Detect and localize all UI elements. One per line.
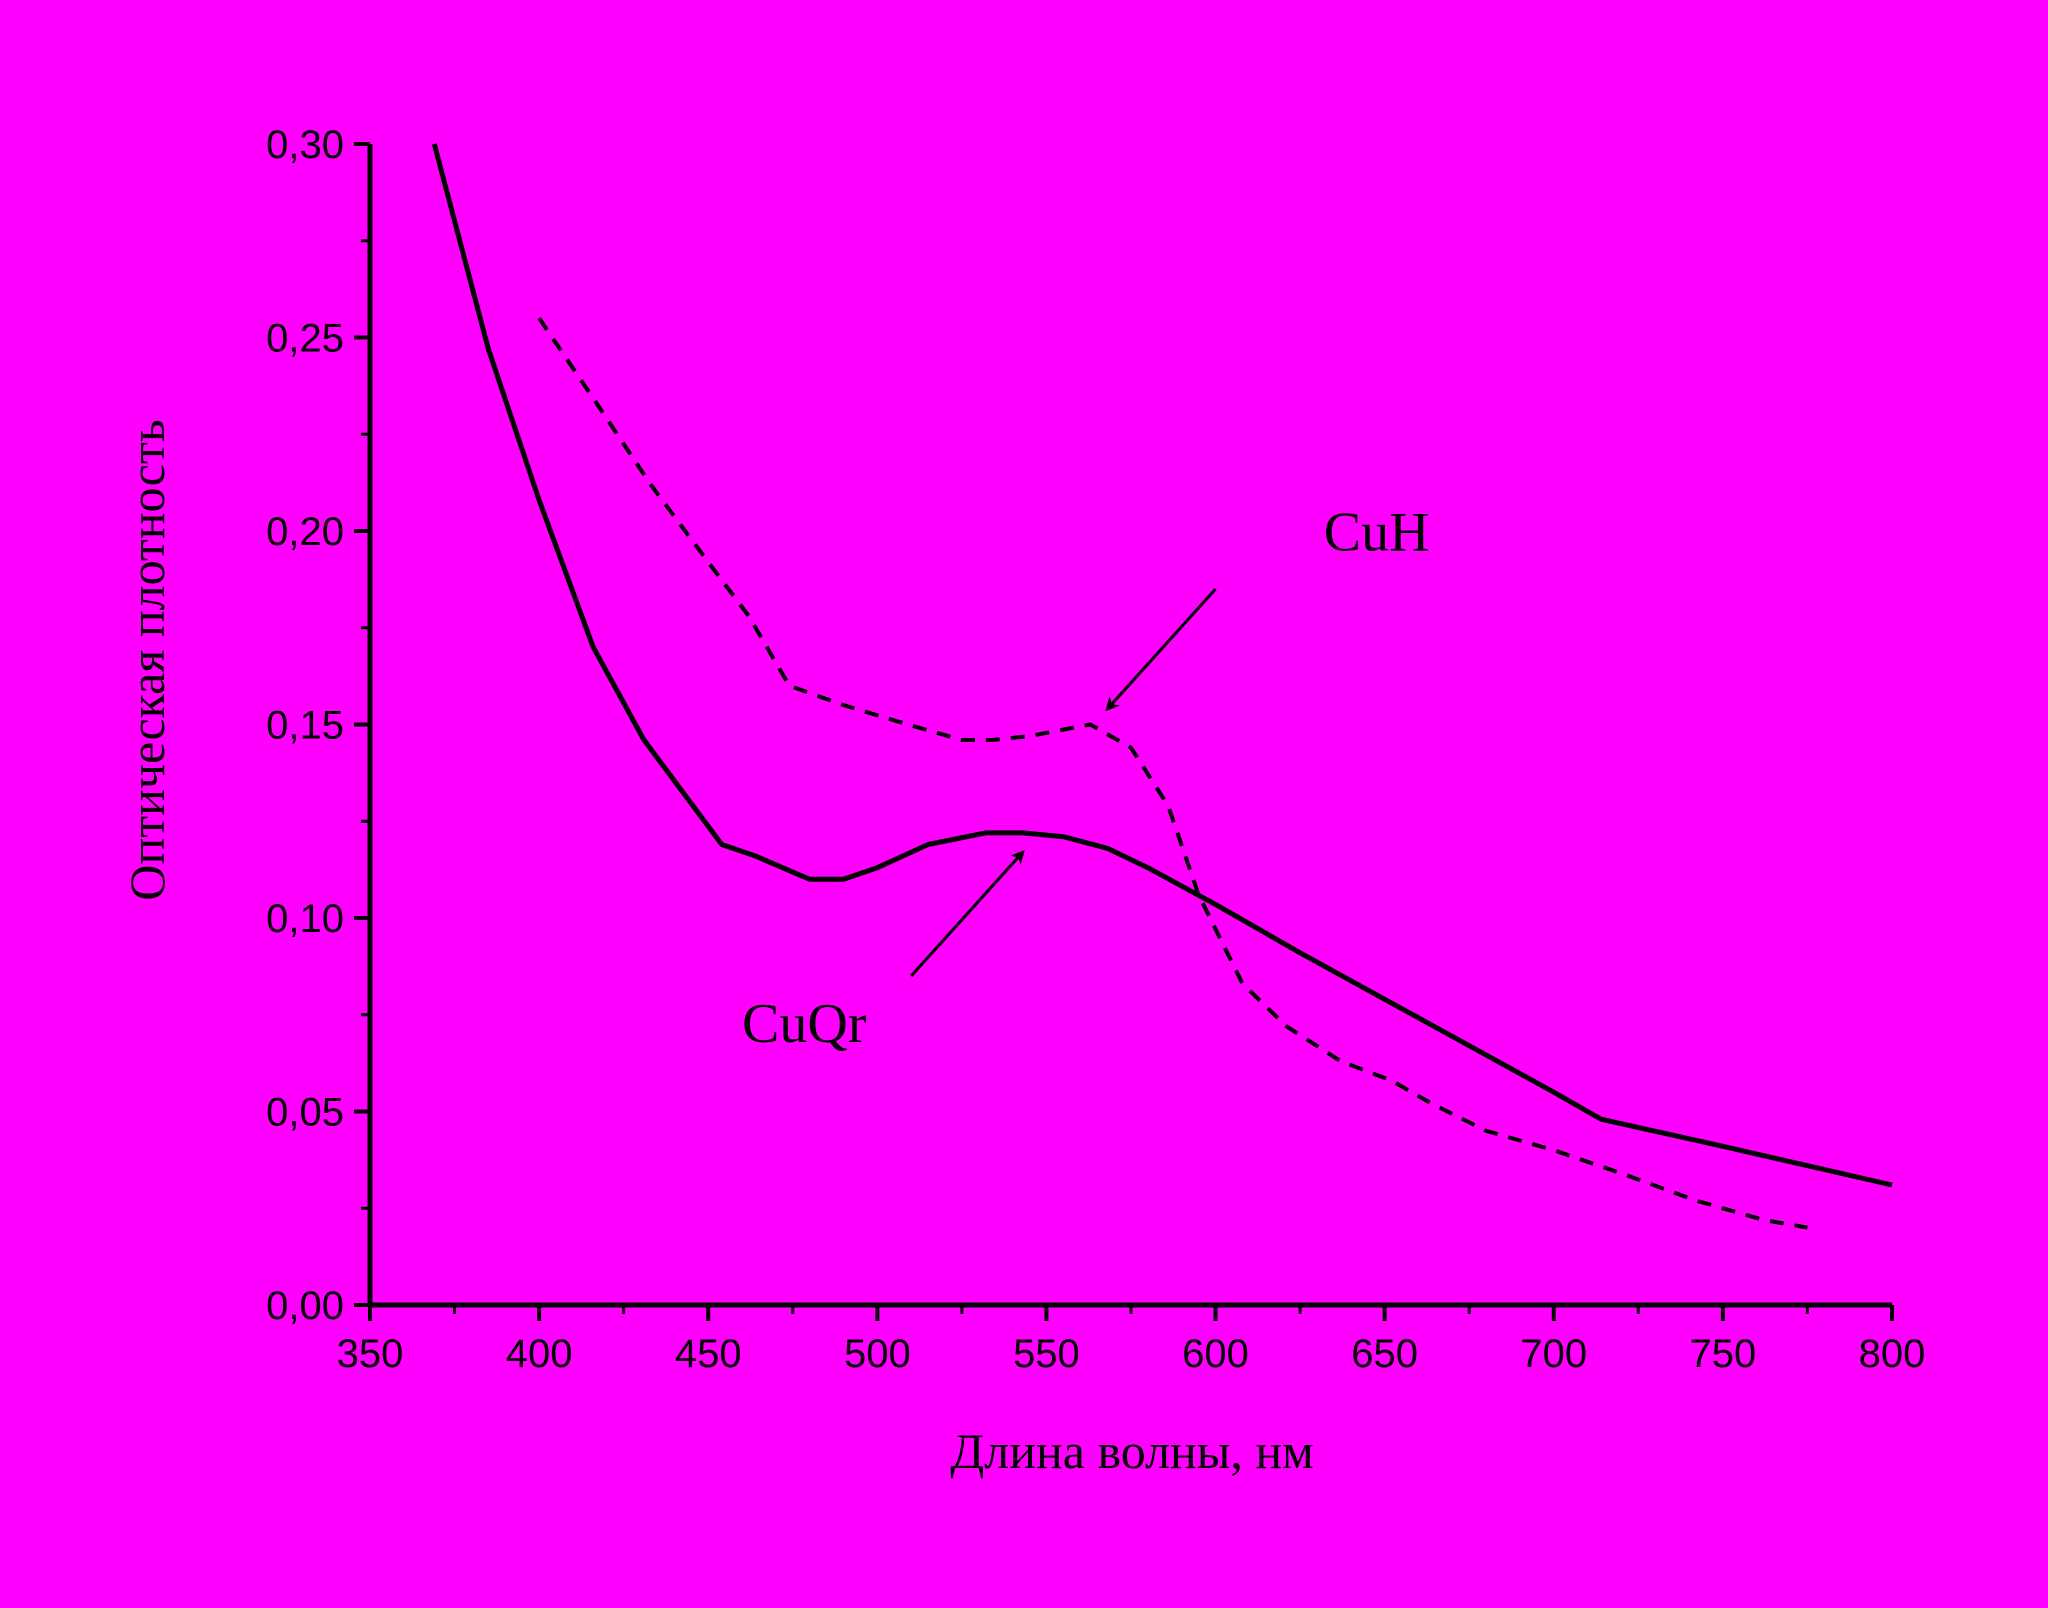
x-tick-label: 800 [1859,1332,1926,1376]
x-tick-label: 600 [1182,1332,1249,1376]
y-tick-label: 0,00 [266,1284,344,1328]
annotation-label-cuh: CuH [1324,501,1430,563]
annotations: CuH CuQr [742,501,1430,1054]
x-tick-label: 350 [337,1332,404,1376]
x-tick-label: 400 [506,1332,573,1376]
y-axis-ticks: 0,00 0,05 0,10 0,15 0,20 0,25 0,30 [266,123,370,1328]
series-line-cuqr [431,143,1893,1188]
y-tick-label: 0,15 [266,704,344,748]
y-tick-label: 0,30 [266,123,344,167]
x-tick-label: 500 [844,1332,911,1376]
series-layer [431,143,1893,1230]
annotation-arrow-cuqr [910,849,1025,978]
x-axis-title: Длина волны, нм [950,1423,1314,1479]
x-tick-label: 700 [1520,1332,1587,1376]
series-line-cuh [537,316,1808,1230]
y-tick-label: 0,10 [266,897,344,941]
x-tick-label: 450 [675,1332,742,1376]
y-tick-label: 0,20 [266,510,344,554]
annotation-label-cuqr: CuQr [742,993,867,1055]
x-axis-ticks: 350 400 450 500 550 600 650 700 750 800 [337,1305,1926,1376]
y-tick-label: 0,05 [266,1091,344,1135]
annotation-arrow-cuh [1105,588,1217,712]
x-tick-label: 550 [1013,1332,1080,1376]
x-tick-label: 750 [1690,1332,1757,1376]
y-tick-label: 0,25 [266,317,344,361]
y-axis-title: Оптическая плотность [119,419,175,900]
x-tick-label: 650 [1351,1332,1418,1376]
